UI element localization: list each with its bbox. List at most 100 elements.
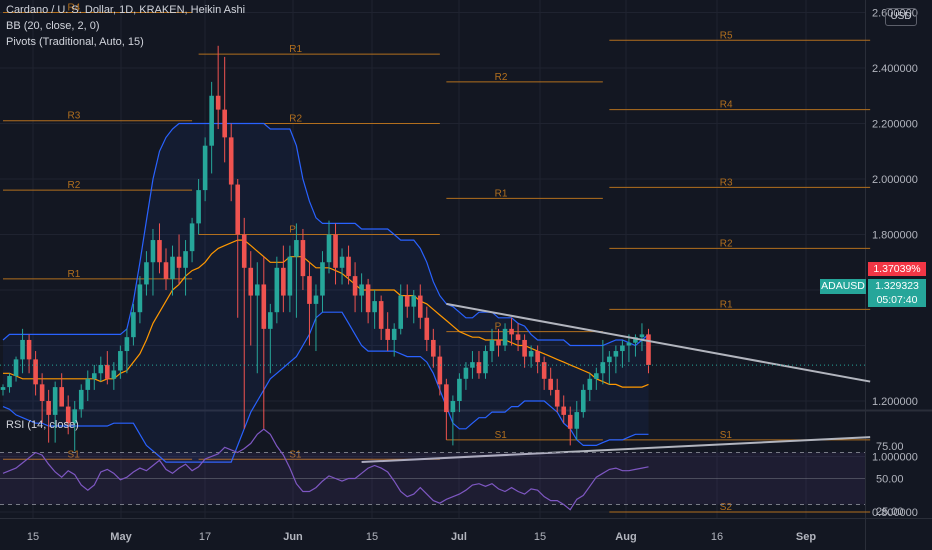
candle-body (157, 240, 162, 263)
candle-body (209, 95, 214, 146)
candle-body (476, 362, 482, 374)
bollinger-bands (2, 122, 649, 463)
candle-body (137, 284, 143, 313)
candle-body (228, 137, 234, 185)
candle-body (489, 339, 495, 352)
bb-lower-line (2, 311, 649, 463)
price-tick-label: 1.200000 (872, 396, 918, 408)
pivot-label-r1: R1 (68, 269, 81, 280)
candle-body (515, 334, 521, 340)
time-tick-label: Jul (451, 531, 467, 543)
candle-body (248, 267, 254, 296)
price-tick-label: 2.600000 (872, 8, 918, 20)
time-tick-label: 15 (27, 531, 39, 543)
candle-body (170, 256, 175, 279)
candle-body (0, 387, 6, 390)
pivot-label-r2: R2 (720, 238, 733, 249)
candle-body (215, 95, 221, 110)
candle-body (359, 284, 364, 296)
candle-body (196, 190, 201, 224)
candle-body (72, 409, 78, 424)
price-tick-label: 1.800000 (872, 230, 918, 242)
candle-body (98, 364, 104, 374)
time-tick-label: 15 (534, 531, 546, 543)
indicator-pivots-label[interactable]: Pivots (Traditional, Auto, 15) (6, 36, 144, 48)
candle-body (594, 373, 599, 379)
bb-upper-line (2, 122, 649, 347)
candle-body (626, 342, 632, 346)
candle-body (222, 109, 227, 138)
pivot-label-r3: R3 (720, 177, 733, 188)
candle-body (46, 401, 51, 415)
candle-body (307, 276, 312, 304)
candle-body (646, 334, 651, 365)
candle-body (457, 378, 462, 401)
candle-body (483, 351, 488, 374)
candle-body (346, 256, 351, 277)
trendline (446, 302, 871, 383)
candle-body (202, 145, 208, 191)
candle-body (548, 378, 553, 390)
pivot-label-r2: R2 (68, 180, 81, 191)
candle-body (385, 328, 390, 340)
chart-title: Cardano / U. S. Dollar, 1D, KRAKEN, Heik… (6, 4, 246, 16)
candle-body (144, 262, 149, 285)
pivot-label-r1: R1 (289, 44, 302, 55)
candle-body (52, 387, 58, 415)
candle-body (163, 262, 169, 279)
pivot-label-s1: S1 (495, 430, 508, 441)
candle-body (613, 351, 619, 357)
candle-body (431, 339, 436, 357)
time-tick-label: Jun (283, 531, 303, 543)
candle-body (326, 234, 332, 263)
candle-body (320, 262, 325, 296)
candle-body (372, 301, 377, 313)
candle-body (528, 351, 534, 357)
candle-body (59, 387, 64, 407)
pivot-label-s2: S2 (720, 502, 733, 513)
candle-body (404, 295, 410, 307)
candle-body (20, 339, 25, 360)
candle-body (124, 337, 130, 352)
candle-body (574, 412, 580, 429)
candle-body (339, 256, 345, 268)
rsi-pane (0, 428, 865, 511)
candle-body (241, 234, 247, 268)
bb-basis-line (3, 239, 649, 388)
price-tick-label: 2.200000 (872, 119, 918, 131)
indicator-bb-label[interactable]: BB (20, close, 2, 0) (6, 20, 100, 32)
candle-body (85, 378, 91, 390)
candle-body (417, 295, 423, 318)
pivot-label-s1: S1 (720, 430, 733, 441)
trendlines[interactable] (361, 302, 871, 464)
time-tick-label: Aug (615, 531, 636, 543)
candle-body (118, 351, 123, 371)
candle-body (287, 256, 293, 296)
candle-body (450, 401, 456, 413)
indicator-rsi-label[interactable]: RSI (14, close) (6, 419, 79, 431)
pivot-label-r2: R2 (495, 72, 508, 83)
bollinger-band-fill (3, 123, 649, 463)
pivot-levels: R4 R3 R2 R1 S1 R1 R2 P S1 R2 R1 P S1 R5 R4 R3 R2 R1 S1 S2 (3, 3, 871, 513)
candlesticks (0, 45, 651, 451)
candle-body (150, 240, 156, 263)
currency-button[interactable]: USD (885, 8, 917, 26)
pivot-label-r1: R1 (495, 188, 508, 199)
candle-body (91, 373, 97, 379)
candle-body (398, 295, 404, 329)
candle-body (444, 384, 449, 413)
candle-body (39, 384, 45, 401)
candle-body (600, 362, 606, 374)
candle-body (26, 339, 32, 360)
candle-body (333, 234, 338, 268)
last-price-badge: 1.329323 (868, 279, 926, 293)
candle-body (502, 328, 508, 346)
pivot-label-s1: S1 (289, 449, 302, 460)
candle-body (561, 406, 567, 415)
candle-body (274, 267, 280, 313)
rsi-line (2, 428, 649, 511)
pivot-label-s1: S1 (68, 449, 81, 460)
pivot-label-r2: R2 (289, 114, 302, 125)
candle-body (105, 364, 110, 379)
